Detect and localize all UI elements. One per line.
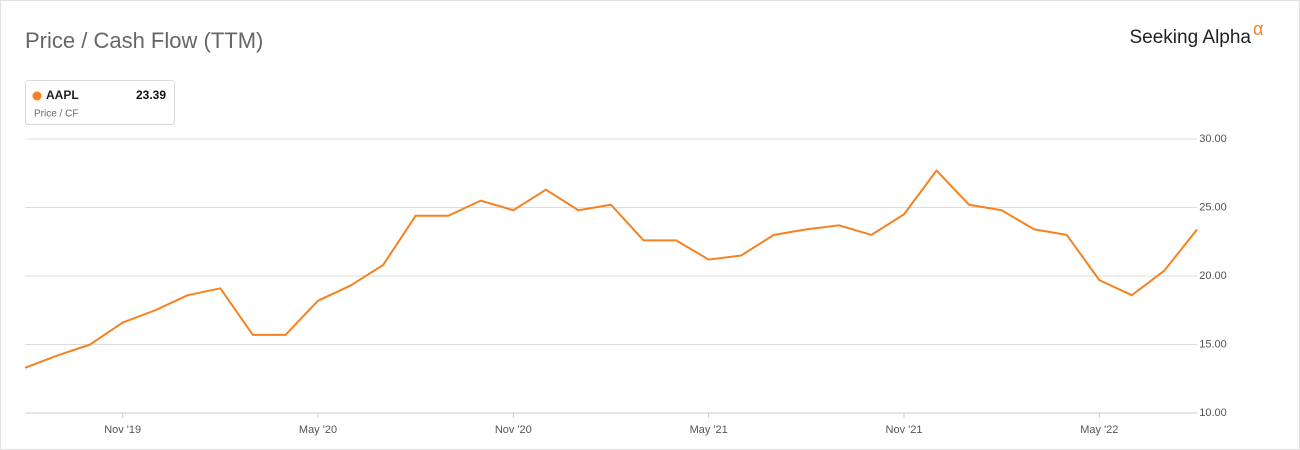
x-tick-label: Nov '19 [104, 424, 141, 436]
x-tick-label: May '22 [1080, 424, 1118, 436]
y-tick-label: 15.00 [1199, 338, 1227, 350]
x-tick-label: Nov '21 [886, 424, 923, 436]
y-tick-label: 30.00 [1199, 133, 1227, 145]
chart-title: Price / Cash Flow (TTM) [25, 28, 263, 53]
y-tick-label: 10.00 [1199, 407, 1227, 419]
brand: Seeking Alpha [1130, 27, 1252, 48]
series-line [24, 169, 1198, 369]
legend-swatch [32, 91, 42, 101]
legend-subtitle: Price / CF [34, 109, 78, 120]
y-tick-label: 20.00 [1199, 270, 1227, 282]
legend-box [25, 80, 175, 125]
legend-value: 23.39 [136, 88, 166, 102]
y-tick-label: 25.00 [1199, 201, 1227, 213]
legend-name: AAPL [46, 88, 79, 102]
x-tick-label: May '20 [299, 424, 337, 436]
x-tick-label: Nov '20 [495, 424, 532, 436]
x-tick-label: May '21 [690, 424, 728, 436]
brand-mark: α [1253, 19, 1263, 39]
